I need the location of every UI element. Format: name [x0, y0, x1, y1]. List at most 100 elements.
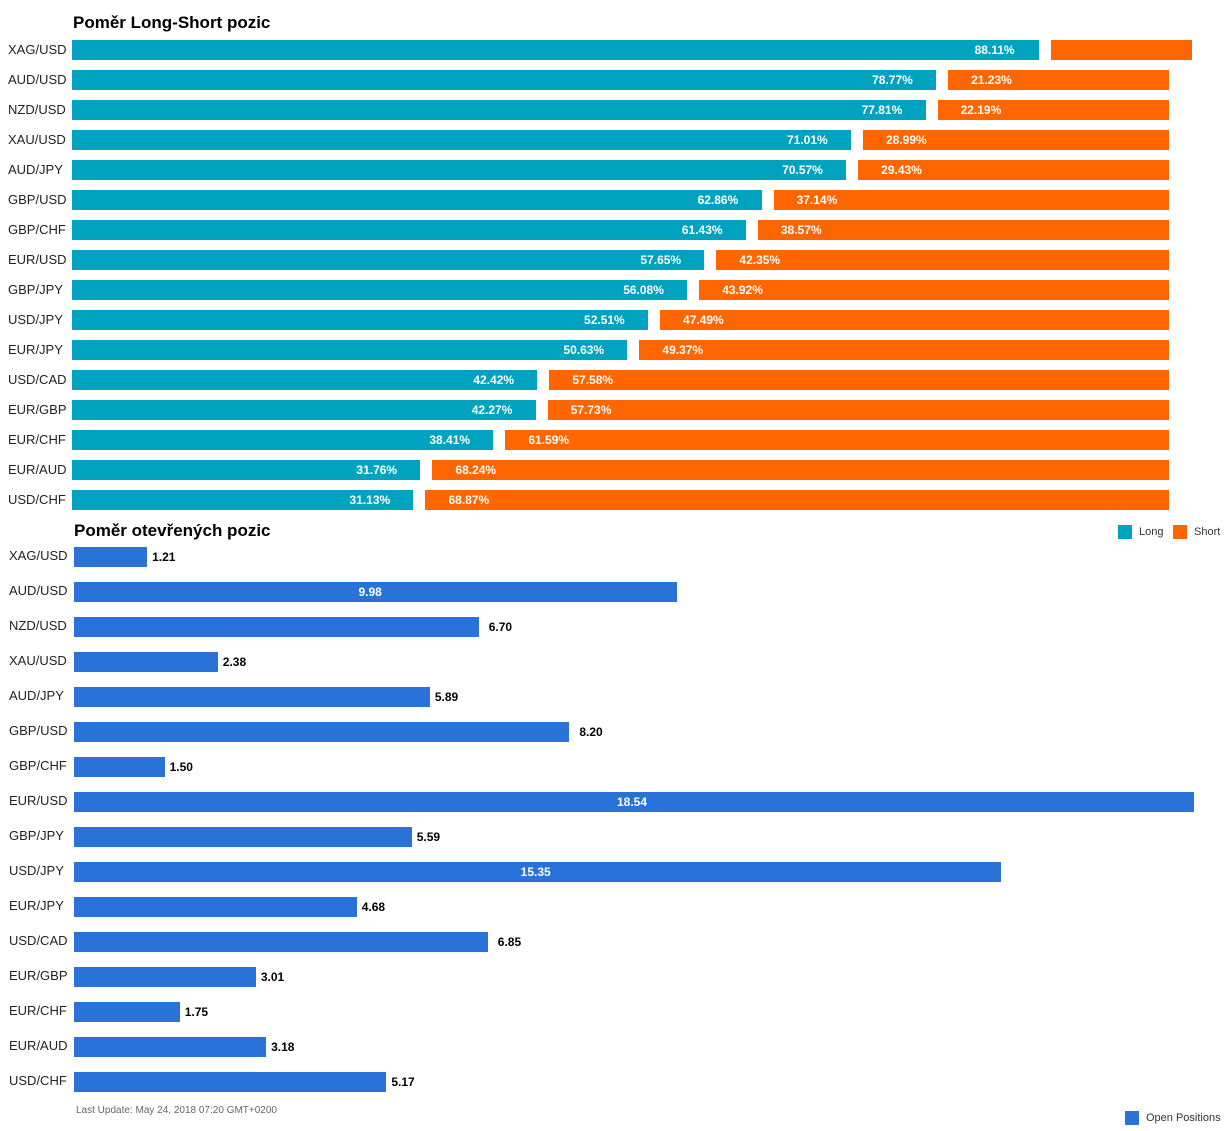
pair-label-usd-jpy: USD/JPY: [8, 312, 63, 327]
pair-label-gbp-usd: GBP/USD: [8, 192, 67, 207]
open-pair-label-eur-chf: EUR/CHF: [9, 1003, 67, 1018]
open-pair-label-usd-chf: USD/CHF: [9, 1073, 67, 1088]
open-positions-chart-title: Poměr otevřených pozic: [74, 521, 271, 540]
long-value-eur-chf: 38.41%: [429, 433, 471, 447]
open-bar-eur-gbp: [74, 967, 256, 987]
legend-short-swatch: [1173, 525, 1187, 539]
short-bar-aud-jpy: [858, 160, 1169, 180]
open-bar-xau-usd: [74, 652, 218, 672]
pair-label-gbp-jpy: GBP/JPY: [8, 282, 63, 297]
open-pair-label-gbp-jpy: GBP/JPY: [9, 828, 64, 843]
open-bar-xag-usd: [74, 547, 148, 567]
pair-label-eur-jpy: EUR/JPY: [8, 342, 63, 357]
short-bar-eur-aud: [432, 460, 1169, 480]
open-pair-label-eur-jpy: EUR/JPY: [9, 898, 64, 913]
open-pair-label-aud-usd: AUD/USD: [9, 583, 68, 598]
short-value-xau-usd: 28.99%: [885, 133, 927, 147]
legend-long-swatch: [1118, 525, 1132, 539]
long-value-eur-aud: 31.76%: [356, 463, 398, 477]
long-value-gbp-usd: 62.86%: [697, 193, 739, 207]
long-bar-aud-usd: [72, 70, 937, 90]
short-bar-eur-gbp: [547, 400, 1169, 420]
long-value-eur-usd: 57.65%: [640, 253, 682, 267]
open-bar-gbp-chf: [74, 757, 165, 777]
long-value-gbp-chf: 61.43%: [681, 223, 723, 237]
open-pair-label-aud-jpy: AUD/JPY: [9, 688, 64, 703]
open-pair-label-usd-jpy: USD/JPY: [9, 863, 64, 878]
open-value-eur-jpy: 4.68: [361, 900, 386, 914]
short-bar-nzd-usd: [937, 100, 1169, 120]
open-bar-aud-usd: [74, 582, 677, 602]
open-value-eur-aud: 3.18: [271, 1040, 295, 1054]
short-value-eur-jpy: 49.37%: [662, 343, 704, 357]
open-value-gbp-usd: 8.20: [579, 725, 603, 739]
pair-label-eur-chf: EUR/CHF: [8, 432, 66, 447]
open-bar-eur-jpy: [74, 897, 357, 917]
long-short-chart-title: Poměr Long-Short pozic: [73, 13, 271, 32]
long-bar-eur-chf: [72, 430, 494, 450]
long-bar-gbp-usd: [72, 190, 762, 210]
long-value-nzd-usd: 77.81%: [861, 103, 903, 117]
open-pair-label-xag-usd: XAG/USD: [9, 548, 68, 563]
long-bar-eur-usd: [72, 250, 705, 270]
open-value-eur-chf: 1.75: [184, 1005, 209, 1019]
long-value-aud-jpy: 70.57%: [782, 163, 823, 177]
short-bar-gbp-chf: [757, 220, 1169, 240]
legend-short: Short: [1173, 525, 1220, 539]
short-bar-eur-chf: [505, 430, 1169, 450]
pair-label-gbp-chf: GBP/CHF: [8, 222, 66, 237]
open-pair-label-eur-usd: EUR/USD: [9, 793, 68, 808]
open-value-usd-jpy: 15.35: [520, 865, 551, 879]
open-bar-eur-chf: [74, 1002, 180, 1022]
short-value-eur-gbp: 57.73%: [570, 403, 612, 417]
legend-open-positions-label: Open Positions: [1146, 1112, 1221, 1124]
short-value-aud-usd: 21.23%: [971, 73, 1012, 87]
long-value-eur-gbp: 42.27%: [471, 403, 513, 417]
pair-label-aud-jpy: AUD/JPY: [8, 162, 63, 177]
open-bar-eur-usd: [74, 792, 1194, 812]
open-bar-aud-jpy: [74, 687, 430, 707]
short-bar-gbp-usd: [773, 190, 1169, 210]
legend-short-label: Short: [1194, 526, 1221, 538]
short-value-aud-jpy: 29.43%: [881, 163, 922, 177]
short-bar-usd-jpy: [660, 310, 1169, 330]
open-bar-eur-aud: [74, 1037, 267, 1057]
open-value-gbp-chf: 1.50: [169, 760, 193, 774]
short-value-eur-usd: 42.35%: [739, 253, 781, 267]
long-value-aud-usd: 78.77%: [872, 73, 913, 87]
pair-label-eur-gbp: EUR/GBP: [8, 402, 67, 417]
pair-label-eur-usd: EUR/USD: [8, 252, 67, 267]
open-pair-label-eur-gbp: EUR/GBP: [9, 968, 68, 983]
short-bar-gbp-jpy: [699, 280, 1169, 300]
short-bar-eur-usd: [716, 250, 1169, 270]
short-value-gbp-jpy: 43.92%: [722, 283, 763, 297]
short-value-gbp-chf: 38.57%: [780, 223, 822, 237]
short-bar-eur-jpy: [639, 340, 1169, 360]
short-value-gbp-usd: 37.14%: [796, 193, 838, 207]
open-pair-label-eur-aud: EUR/AUD: [9, 1038, 68, 1053]
open-pair-label-xau-usd: XAU/USD: [9, 653, 67, 668]
short-bar-xau-usd: [862, 130, 1169, 150]
pair-label-nzd-usd: NZD/USD: [8, 102, 66, 117]
long-value-usd-chf: 31.13%: [349, 493, 391, 507]
open-pair-label-usd-cad: USD/CAD: [9, 933, 68, 948]
open-pair-label-gbp-usd: GBP/USD: [9, 723, 68, 738]
short-value-usd-jpy: 47.49%: [683, 313, 724, 327]
long-value-usd-cad: 42.42%: [473, 373, 515, 387]
long-value-eur-jpy: 50.63%: [563, 343, 605, 357]
long-value-xau-usd: 71.01%: [786, 133, 828, 147]
short-value-nzd-usd: 22.19%: [960, 103, 1002, 117]
short-value-usd-chf: 68.87%: [448, 493, 490, 507]
open-value-eur-gbp: 3.01: [260, 970, 285, 984]
long-value-usd-jpy: 52.51%: [584, 313, 625, 327]
open-value-usd-cad: 6.85: [497, 935, 522, 949]
open-value-gbp-jpy: 5.59: [416, 830, 441, 844]
pair-label-xau-usd: XAU/USD: [8, 132, 66, 147]
open-pair-label-gbp-chf: GBP/CHF: [9, 758, 67, 773]
open-bar-gbp-jpy: [74, 827, 412, 847]
legend-long: Long: [1118, 525, 1163, 539]
short-value-eur-chf: 61.59%: [528, 433, 570, 447]
short-bar-usd-cad: [549, 370, 1169, 390]
pair-label-xag-usd: XAG/USD: [8, 42, 67, 57]
open-value-aud-usd: 9.98: [358, 585, 382, 599]
